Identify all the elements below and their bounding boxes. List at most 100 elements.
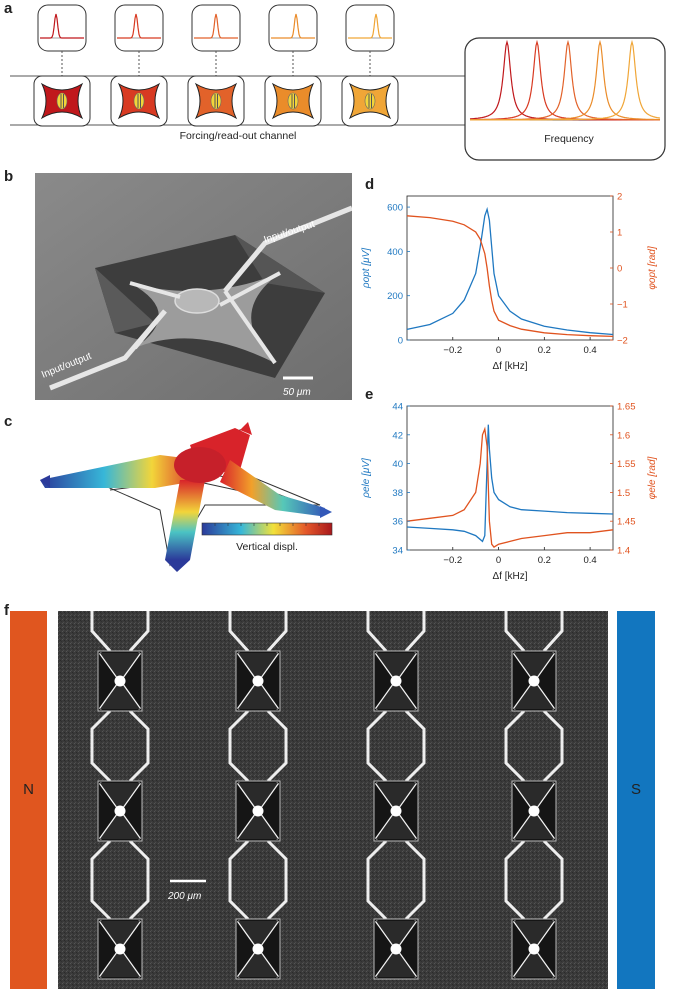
x-tick-label: 0.2 — [538, 555, 551, 566]
right-tick-label: 1.4 — [617, 546, 630, 557]
mode-inset-peak — [194, 13, 238, 39]
spectrum-box — [464, 37, 666, 161]
frame-right — [266, 839, 288, 921]
panel-f-letter: f — [4, 602, 9, 619]
membrane-disk — [114, 943, 126, 955]
left-tick-label: 38 — [392, 488, 403, 499]
spectrum-label: Frequency — [544, 133, 594, 145]
spectrum-peak-5 — [470, 39, 661, 121]
left-tick-label: 600 — [387, 203, 403, 214]
x-tick-label: 0 — [496, 345, 501, 356]
membrane-disk — [528, 943, 540, 955]
frame-right — [266, 709, 288, 783]
x-axis-label: Δf [kHz] — [492, 361, 527, 372]
frame-right — [542, 839, 564, 921]
left-tick-label: 0 — [398, 336, 403, 347]
left-tick-label: 40 — [392, 459, 403, 470]
mode-inset-peak — [40, 13, 84, 39]
right-tick-label: −1 — [617, 300, 628, 311]
left-axis-label: ρopt [μV] — [361, 248, 372, 289]
panel-a-letter: a — [4, 0, 13, 17]
membrane-disk — [252, 943, 264, 955]
mode-inset-box — [191, 4, 241, 52]
membrane-disk — [390, 675, 402, 687]
membrane-disk — [390, 805, 402, 817]
right-tick-label: 0 — [617, 264, 622, 275]
frame-right — [128, 709, 150, 783]
plot-frame — [406, 195, 614, 341]
membrane-disk — [390, 943, 402, 955]
left-tick-label: 34 — [392, 546, 403, 557]
right-tick-label: 1.5 — [617, 488, 630, 499]
colorbar-label: Vertical displ. — [236, 541, 298, 553]
x-tick-label: −0.2 — [443, 345, 462, 356]
frame-right — [404, 839, 426, 921]
panel-d-letter: d — [365, 176, 375, 193]
series-line-right — [406, 426, 614, 548]
frame-left — [504, 839, 526, 921]
magnet-south: S — [617, 611, 655, 989]
sem-scale-bar-label: 50 μm — [283, 387, 311, 398]
frame-left — [90, 839, 112, 921]
frame-left — [366, 839, 388, 921]
mode-inset-box — [114, 4, 164, 52]
right-tick-label: 1.6 — [617, 430, 630, 441]
frame-left — [90, 709, 112, 783]
frame-right — [542, 709, 564, 783]
right-tick-label: 2 — [617, 192, 622, 203]
right-axis-label: φopt [rad] — [647, 246, 658, 289]
sem-image-array: 200 μm — [58, 611, 608, 989]
panel-a-diagram: Frequency Forcing/read-out channel — [10, 4, 666, 161]
x-tick-label: 0.4 — [584, 345, 597, 356]
frame-left — [366, 709, 388, 783]
left-tick-label: 400 — [387, 247, 403, 258]
x-tick-label: 0.2 — [538, 345, 551, 356]
left-tick-label: 44 — [392, 402, 403, 413]
left-tick-label: 200 — [387, 291, 403, 302]
magnet-north: N — [10, 611, 47, 989]
right-tick-label: 1.65 — [617, 402, 636, 413]
mode-inset-peak — [271, 13, 315, 39]
mode-inset-box — [345, 4, 395, 52]
magnet-north-label: N — [23, 781, 34, 798]
panel-c-letter: c — [4, 413, 13, 430]
mode-inset-box — [37, 4, 87, 52]
right-tick-label: 1.55 — [617, 459, 636, 470]
membrane-disk — [252, 675, 264, 687]
panel-e-letter: e — [365, 386, 374, 403]
mode-inset-peak — [117, 13, 161, 39]
frame-left — [504, 709, 526, 783]
sem-image-resonator: Input/output Input/output 50 μm — [35, 173, 352, 400]
magnet-south-label: S — [630, 781, 641, 798]
x-axis-label: Δf [kHz] — [492, 571, 527, 582]
membrane-disk — [114, 805, 126, 817]
fem-simulation: Vertical displ. — [40, 422, 333, 572]
chart-d: −0.2 0 0.2 0.4 Δf [kHz] 0 200 400 600 2 1 0 −1 −2 ρopt… — [361, 192, 658, 373]
frame-left — [228, 709, 250, 783]
right-tick-label: 1.45 — [617, 517, 636, 528]
x-tick-label: 0.4 — [584, 555, 597, 566]
frame-right — [128, 839, 150, 921]
left-tick-label: 36 — [392, 517, 403, 528]
chart-e: −0.2 0 0.2 0.4 Δf [kHz] 44 42 40 38 36 34 1.65 1.6 1.… — [361, 402, 658, 583]
left-axis-label: ρele [μV] — [361, 458, 372, 499]
membrane-disk — [528, 805, 540, 817]
x-tick-label: −0.2 — [443, 555, 462, 566]
right-axis-label: φele [rad] — [647, 456, 658, 499]
series-line-left — [406, 206, 614, 336]
panel-b-letter: b — [4, 168, 14, 185]
plot-frame — [406, 405, 614, 551]
membrane-disk — [528, 675, 540, 687]
frame-right — [404, 709, 426, 783]
frame-left — [228, 839, 250, 921]
right-tick-label: 1 — [617, 228, 622, 239]
left-tick-label: 42 — [392, 430, 403, 441]
membrane-disk — [252, 805, 264, 817]
mode-inset-peak — [348, 13, 392, 39]
series-line-right — [406, 215, 614, 338]
series-line-left — [406, 424, 614, 543]
x-tick-label: 0 — [496, 555, 501, 566]
mode-inset-box — [268, 4, 318, 52]
channel-label: Forcing/read-out channel — [180, 130, 297, 142]
membrane-disk — [114, 675, 126, 687]
